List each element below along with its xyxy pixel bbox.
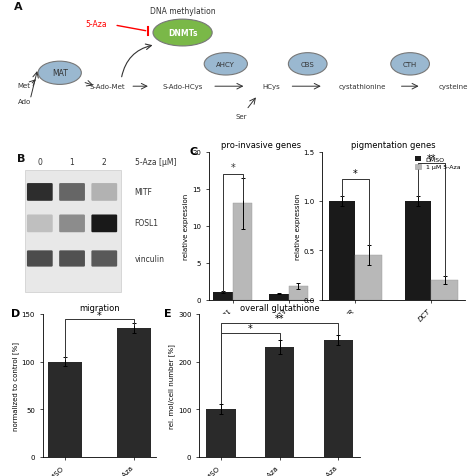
Text: Ado: Ado xyxy=(18,99,31,105)
Text: CBS: CBS xyxy=(301,62,315,68)
Text: S-Ado-HCys: S-Ado-HCys xyxy=(163,84,203,90)
Text: 1: 1 xyxy=(70,158,74,167)
Text: B: B xyxy=(17,154,26,164)
Text: DNMTs: DNMTs xyxy=(168,29,197,38)
Title: overall glutathione: overall glutathione xyxy=(240,303,319,312)
Bar xyxy=(329,201,356,300)
FancyBboxPatch shape xyxy=(59,251,85,267)
Text: 2: 2 xyxy=(102,158,107,167)
Text: MITF: MITF xyxy=(135,187,153,196)
FancyBboxPatch shape xyxy=(91,184,117,201)
Ellipse shape xyxy=(288,54,327,76)
Y-axis label: relative expression: relative expression xyxy=(295,193,301,259)
Title: pro-invasive genes: pro-invasive genes xyxy=(220,141,301,150)
Text: 0: 0 xyxy=(37,158,42,167)
Legend: DMSO, 1 μM 5-Aza: DMSO, 1 μM 5-Aza xyxy=(414,156,461,171)
Text: **: ** xyxy=(427,153,436,163)
Text: S-Ado-Met: S-Ado-Met xyxy=(90,84,125,90)
Text: DNA methylation: DNA methylation xyxy=(150,7,215,16)
Bar xyxy=(289,287,308,300)
Bar xyxy=(206,409,236,457)
Y-axis label: rel. mol/cell number [%]: rel. mol/cell number [%] xyxy=(168,343,175,428)
Ellipse shape xyxy=(204,54,247,76)
Bar xyxy=(324,340,353,457)
Text: Met: Met xyxy=(18,83,31,89)
Text: Ser: Ser xyxy=(236,114,247,120)
Text: *: * xyxy=(248,323,253,333)
Bar xyxy=(48,362,82,457)
Bar xyxy=(213,292,233,300)
Text: 5-Aza: 5-Aza xyxy=(85,20,107,29)
Bar xyxy=(405,201,431,300)
Text: *: * xyxy=(353,169,358,179)
Text: cystathionine: cystathionine xyxy=(338,84,386,90)
Bar xyxy=(431,280,458,300)
Bar xyxy=(117,328,151,457)
FancyBboxPatch shape xyxy=(91,215,117,233)
Bar xyxy=(269,294,289,300)
Text: *: * xyxy=(230,163,235,173)
Text: **: ** xyxy=(275,314,284,324)
Y-axis label: relative expression: relative expression xyxy=(183,193,189,259)
FancyBboxPatch shape xyxy=(59,215,85,233)
Text: C: C xyxy=(190,147,198,157)
FancyBboxPatch shape xyxy=(91,251,117,267)
Y-axis label: normalized to control [%]: normalized to control [%] xyxy=(12,341,19,430)
Ellipse shape xyxy=(153,20,212,47)
Text: 5-Aza [μM]: 5-Aza [μM] xyxy=(135,158,176,167)
Text: E: E xyxy=(164,308,171,318)
Title: pigmentation genes: pigmentation genes xyxy=(351,141,436,150)
Text: MAT: MAT xyxy=(52,69,68,78)
Text: cysteine: cysteine xyxy=(438,84,468,90)
Text: A: A xyxy=(14,2,23,12)
FancyBboxPatch shape xyxy=(25,171,121,292)
Bar xyxy=(265,347,294,457)
FancyBboxPatch shape xyxy=(27,215,53,233)
Text: *: * xyxy=(97,310,102,320)
Text: HCys: HCys xyxy=(263,84,280,90)
Ellipse shape xyxy=(391,54,429,76)
FancyBboxPatch shape xyxy=(27,251,53,267)
Text: vinculin: vinculin xyxy=(135,254,164,263)
Bar xyxy=(233,204,252,300)
Text: CTH: CTH xyxy=(403,62,417,68)
Text: D: D xyxy=(11,308,20,318)
FancyBboxPatch shape xyxy=(59,184,85,201)
Text: FOSL1: FOSL1 xyxy=(135,218,159,228)
Title: migration: migration xyxy=(79,303,120,312)
Text: AHCY: AHCY xyxy=(216,62,235,68)
Ellipse shape xyxy=(38,62,82,85)
FancyBboxPatch shape xyxy=(27,184,53,201)
Bar xyxy=(356,256,382,300)
